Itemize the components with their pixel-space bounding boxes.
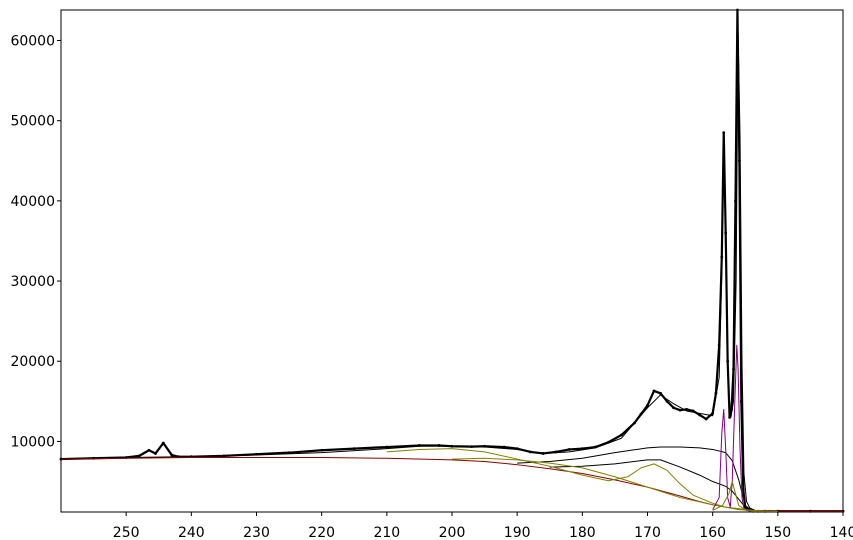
data-point bbox=[502, 445, 506, 449]
series-line-4-component bbox=[549, 459, 778, 512]
y-tick-label: 30000 bbox=[10, 274, 55, 290]
data-point bbox=[620, 433, 623, 437]
data-point bbox=[385, 445, 389, 449]
series-line-3-component bbox=[517, 446, 778, 512]
x-tick-label: 220 bbox=[308, 525, 335, 540]
data-point bbox=[659, 391, 662, 395]
data-point bbox=[137, 454, 141, 458]
data-point bbox=[567, 448, 571, 451]
data-point bbox=[170, 453, 174, 457]
series-line-6-component bbox=[451, 457, 778, 512]
y-tick-label: 10000 bbox=[10, 434, 55, 450]
data-point bbox=[678, 408, 682, 412]
x-tick-label: 150 bbox=[764, 525, 791, 540]
y-tick-label: 60000 bbox=[10, 33, 55, 49]
tick-layer: 250 240 230 220 210 200 190 180 170 160 150 140 1000… bbox=[10, 33, 853, 540]
x-tick-label: 210 bbox=[373, 525, 400, 540]
y-tick-label: 50000 bbox=[10, 114, 55, 130]
y-tick-label: 40000 bbox=[10, 194, 55, 210]
x-tick-label: 240 bbox=[178, 525, 205, 540]
series-layer bbox=[59, 8, 845, 513]
data-point bbox=[698, 413, 702, 417]
x-tick-label: 200 bbox=[439, 525, 466, 540]
data-point bbox=[154, 452, 157, 455]
series-line-8-component bbox=[712, 481, 778, 512]
data-point bbox=[739, 399, 743, 403]
data-point bbox=[652, 389, 656, 393]
data-point bbox=[320, 448, 324, 452]
x-tick-label: 190 bbox=[504, 525, 531, 540]
data-point bbox=[728, 415, 732, 419]
x-tick-label: 180 bbox=[569, 525, 596, 540]
x-tick-label: 140 bbox=[830, 525, 853, 540]
x-tick-label: 250 bbox=[113, 525, 140, 540]
data-point bbox=[161, 441, 165, 445]
data-point bbox=[741, 488, 745, 491]
data-point bbox=[722, 131, 726, 135]
data-point bbox=[646, 403, 649, 407]
data-point bbox=[704, 417, 708, 421]
x-tick-label: 160 bbox=[699, 525, 726, 540]
data-point bbox=[736, 8, 739, 12]
data-point bbox=[147, 448, 151, 452]
series-line-1-envelope bbox=[60, 31, 843, 512]
y-tick-label: 20000 bbox=[10, 354, 55, 370]
plot-frame bbox=[60, 9, 844, 513]
x-tick-label: 170 bbox=[634, 525, 661, 540]
data-point bbox=[734, 199, 737, 203]
data-point bbox=[665, 399, 669, 403]
data-point bbox=[352, 447, 356, 451]
data-point bbox=[672, 406, 675, 410]
x-tick-label: 230 bbox=[243, 525, 270, 540]
